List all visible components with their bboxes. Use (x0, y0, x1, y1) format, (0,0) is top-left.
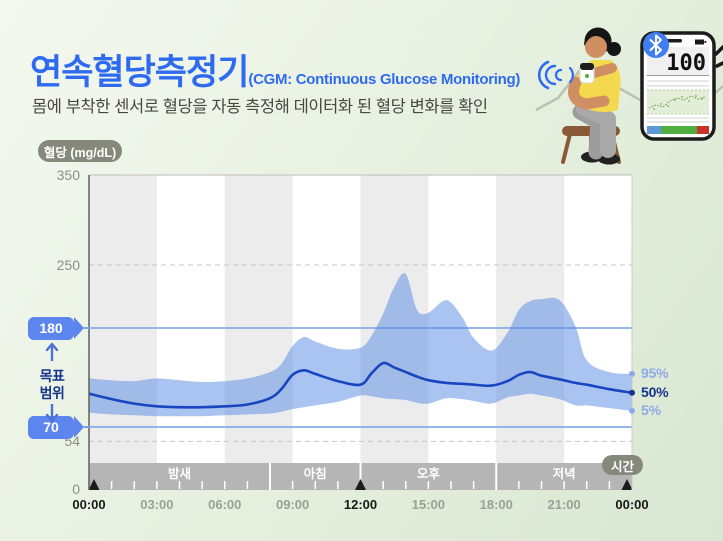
x-tick-label: 00:00 (615, 497, 649, 512)
glucose-unit-badge: 혈당 (mg/dL) (38, 140, 122, 162)
target-range-label-line1: 목표 (39, 368, 65, 384)
axis-marker-triangle (88, 479, 100, 490)
percentile-dot (629, 407, 635, 414)
battery-icon (695, 39, 707, 45)
bg-stripe (224, 175, 293, 490)
percentile-band (89, 273, 632, 417)
percentile-dot (629, 389, 635, 396)
axis-marker-triangle (355, 479, 366, 490)
arrow-up-icon (45, 342, 59, 363)
bluetooth-icon (643, 32, 669, 58)
phone-range-bar (647, 126, 709, 134)
page-subtitle: 몸에 부착한 센서로 혈당을 자동 측정해 데이터화 된 혈당 변화를 확인 (32, 98, 488, 116)
person (568, 27, 621, 165)
phone-reading: 100 (666, 51, 706, 76)
plot-svg: 밤새 아침 오후 저녁 (84, 174, 635, 490)
median-line (88, 361, 633, 409)
percentile-label-5: 5% (641, 401, 661, 418)
target-range-label: 목표 범위 (30, 341, 74, 429)
target-high-line-stub (84, 327, 90, 329)
cgm-sensor-icon (579, 62, 595, 84)
target-range-label-line2: 범위 (39, 384, 65, 401)
x-tick-label: 15:00 (411, 497, 445, 512)
percentile-dot (629, 370, 635, 377)
cgm-illustration: 100 (535, 27, 723, 165)
target-low-badge: 70 (28, 415, 84, 439)
target-low-line-stub (84, 426, 90, 428)
x-tick-label: 03:00 (140, 497, 174, 512)
header: 연속혈당측정기(CGM: Continuous Glucose Monitori… (30, 44, 520, 95)
period-label: 아침 (304, 466, 327, 481)
x-tick-label: 00:00 (72, 497, 106, 512)
percentile-label-50: 50% (641, 383, 669, 400)
period-label: 오후 (417, 466, 441, 481)
phone: 100 (640, 31, 716, 141)
emphasis-marks-icon (714, 45, 723, 68)
x-tick-label: 21:00 (547, 497, 581, 512)
period-label: 저녁 (553, 466, 576, 481)
x-tick-label: 12:00 (343, 497, 378, 512)
y-tick-350: 350 (56, 167, 80, 183)
glucose-chart-plot: 밤새 아침 오후 저녁 (84, 174, 635, 490)
time-unit-badge: 시간 (602, 455, 643, 475)
bg-stripe (89, 175, 157, 490)
x-tick-label: 18:00 (479, 497, 513, 512)
target-high-badge: 180 (28, 316, 84, 340)
period-label: 밤새 (168, 466, 191, 481)
page-title: 연속혈당측정기 (30, 53, 249, 92)
page-title-suffix: (CGM: Continuous Glucose Monitoring) (248, 71, 521, 88)
signal-waves-icon (537, 60, 574, 90)
x-tick-label: 09:00 (276, 497, 310, 512)
y-tick-0: 0 (72, 481, 80, 497)
phone-chart (647, 89, 709, 115)
x-tick-label: 06:00 (208, 497, 242, 512)
axis-marker-triangle (621, 479, 633, 490)
arrow-down-icon (45, 402, 59, 422)
percentile-label-95: 95% (641, 364, 669, 381)
y-tick-250: 250 (56, 257, 80, 273)
